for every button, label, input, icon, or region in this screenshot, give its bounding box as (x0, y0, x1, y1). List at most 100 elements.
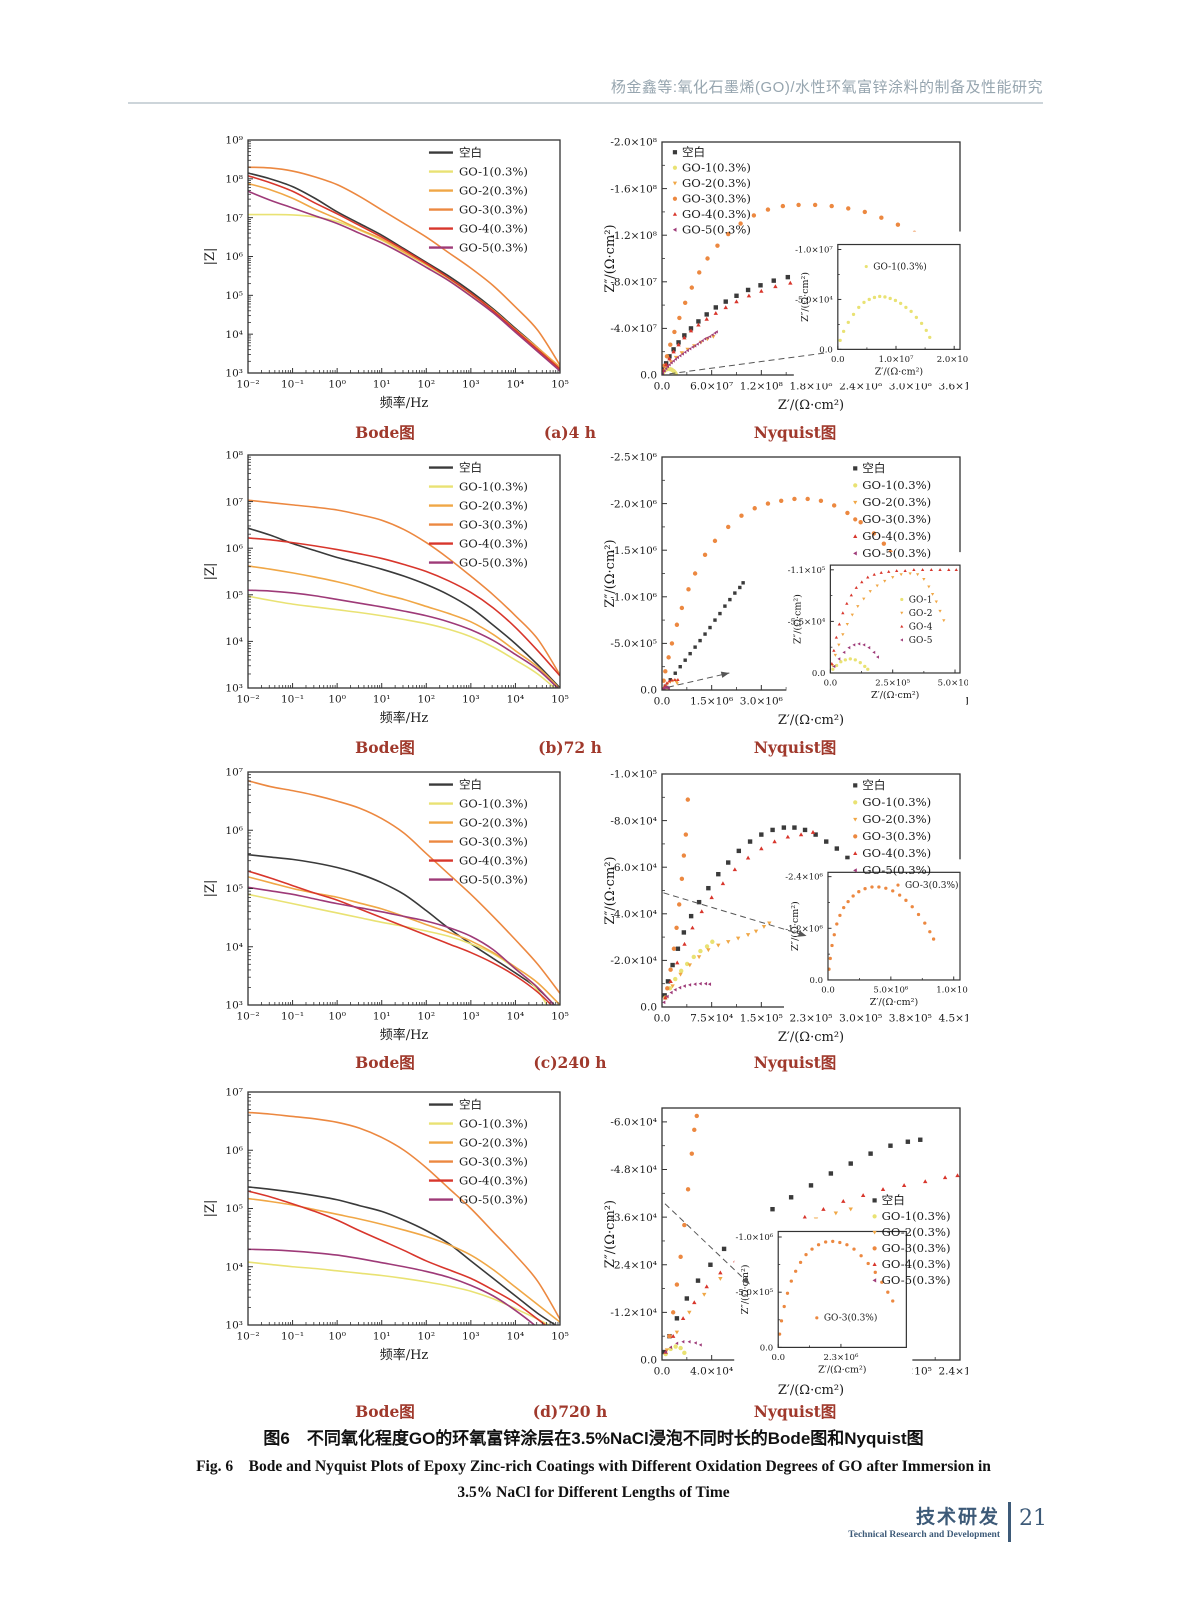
svg-text:2.4×10⁵: 2.4×10⁵ (938, 1366, 968, 1378)
svg-text:10³: 10³ (462, 1011, 480, 1023)
svg-text:0.0: 0.0 (771, 1353, 785, 1363)
svg-text:10⁴: 10⁴ (225, 941, 243, 953)
svg-text:GO-1(0.3%): GO-1(0.3%) (459, 164, 528, 178)
svg-text:Z′/(Ω·cm²): Z′/(Ω·cm²) (778, 1383, 844, 1397)
svg-text:2.0×10⁷: 2.0×10⁷ (937, 355, 968, 365)
svg-text:空白: 空白 (882, 1193, 905, 1207)
svg-text:空白: 空白 (862, 778, 885, 792)
bode-title-d: Bode图 (355, 1402, 415, 1421)
chart-canvas: 10⁻² 10⁻¹ 10⁰ 10¹ 10² 10³ 10⁴ 10⁵ 10³ 10⁴ 10⁵ 10⁶ 10… (203, 450, 569, 726)
svg-text:0.0: 0.0 (812, 669, 826, 679)
svg-text:10⁷: 10⁷ (225, 212, 243, 224)
svg-text:10⁴: 10⁴ (225, 329, 243, 341)
svg-text:3.0×10⁸: 3.0×10⁸ (889, 381, 932, 393)
svg-text:10⁻¹: 10⁻¹ (281, 379, 304, 391)
svg-text:Z′/(Ω·cm²): Z′/(Ω·cm²) (778, 1030, 844, 1045)
page-number: 21 (1019, 1506, 1047, 1531)
svg-text:空白: 空白 (862, 461, 885, 475)
nyquist-title-d: Nyquist图 (753, 1402, 837, 1421)
svg-text:GO-5(0.3%): GO-5(0.3%) (459, 240, 528, 254)
svg-text:GO-4: GO-4 (909, 622, 933, 632)
svg-text:10⁴: 10⁴ (507, 1011, 525, 1023)
svg-text:-1.0×10⁵: -1.0×10⁵ (610, 769, 657, 781)
svg-text:-1.2×10⁴: -1.2×10⁴ (610, 1307, 657, 1319)
svg-text:10⁶: 10⁶ (225, 543, 243, 555)
svg-text:GO-1(0.3%): GO-1(0.3%) (459, 479, 528, 493)
svg-text:Z″/(Ω·cm²): Z″/(Ω·cm²) (740, 1265, 751, 1315)
bode-title-b: Bode图 (355, 738, 415, 757)
svg-text:-1.0×10⁶: -1.0×10⁶ (610, 591, 657, 603)
panel-label-b: (b)72 h (538, 738, 602, 757)
svg-text:1.8×10⁸: 1.8×10⁸ (789, 381, 832, 393)
svg-text:10²: 10² (417, 1011, 435, 1023)
svg-text:10⁵: 10⁵ (551, 694, 569, 706)
svg-text:GO-5(0.3%): GO-5(0.3%) (882, 1273, 951, 1287)
svg-text:0.0: 0.0 (654, 381, 671, 393)
bode-title-a: Bode图 (355, 423, 415, 442)
svg-text:0.0: 0.0 (654, 1366, 671, 1378)
svg-text:10⁷: 10⁷ (225, 496, 243, 508)
svg-text:Z′/(Ω·cm²): Z′/(Ω·cm²) (778, 398, 844, 413)
footer-section-title: 技术研发 Technical Research and Development (848, 1502, 1000, 1540)
svg-text:10⁻²: 10⁻² (236, 379, 259, 391)
svg-text:GO-1(0.3%): GO-1(0.3%) (459, 796, 528, 810)
svg-text:空白: 空白 (459, 145, 482, 159)
svg-text:GO-2(0.3%): GO-2(0.3%) (459, 1135, 528, 1149)
svg-text:-6.0×10⁴: -6.0×10⁴ (610, 862, 657, 874)
svg-text:GO-2: GO-2 (909, 609, 933, 619)
svg-text:7.5×10⁴: 7.5×10⁴ (690, 1013, 733, 1025)
svg-text:GO-2(0.3%): GO-2(0.3%) (459, 815, 528, 829)
svg-text:GO-1(0.3%): GO-1(0.3%) (459, 1116, 528, 1130)
nyquist-title-c: Nyquist图 (753, 1053, 837, 1072)
nyquist-title-a: Nyquist图 (753, 423, 837, 442)
bode-chart-240h: 10⁻² 10⁻¹ 10⁰ 10¹ 10² 10³ 10⁴ 10⁵ 10³ 10⁴ 10⁵ 10⁶ 10… (200, 762, 570, 1057)
svg-text:Z′/(Ω·cm²): Z′/(Ω·cm²) (778, 713, 844, 728)
svg-text:-2.0×10⁶: -2.0×10⁶ (610, 498, 657, 510)
svg-text:0.0: 0.0 (819, 345, 833, 355)
footer-divider (1008, 1502, 1011, 1542)
svg-text:Z′/(Ω·cm²): Z′/(Ω·cm²) (870, 997, 918, 1008)
svg-text:1.5×10⁶: 1.5×10⁶ (690, 696, 733, 708)
svg-text:-5.5×10⁴: -5.5×10⁴ (788, 617, 826, 627)
svg-text:10⁷: 10⁷ (225, 1087, 243, 1099)
svg-text:频率/Hz: 频率/Hz (380, 1027, 429, 1043)
svg-text:Z″/(Ω·cm²): Z″/(Ω·cm²) (603, 1200, 618, 1268)
svg-text:GO-3(0.3%): GO-3(0.3%) (459, 834, 528, 848)
figure-caption-en-line1: Fig. 6 Bode and Nyquist Plots of Epoxy Z… (196, 1458, 991, 1475)
chart-canvas: 0.04.0×10⁴8.0×10⁴1.2×10⁵1.6×10⁵2.0×10⁵2.… (603, 1107, 982, 1398)
svg-text:GO-1(0.3%): GO-1(0.3%) (882, 1209, 951, 1223)
svg-text:GO-5(0.3%): GO-5(0.3%) (459, 872, 528, 886)
svg-text:GO-5(0.3%): GO-5(0.3%) (459, 555, 528, 569)
svg-text:2.5×10⁵: 2.5×10⁵ (875, 678, 910, 688)
svg-text:-1.6×10⁸: -1.6×10⁸ (610, 183, 657, 195)
svg-text:10⁵: 10⁵ (225, 589, 243, 601)
panel-label-d: (d)720 h (532, 1402, 608, 1421)
svg-text:GO-3(0.3%): GO-3(0.3%) (862, 829, 931, 843)
svg-text:-1.0×10⁷: -1.0×10⁷ (795, 245, 833, 255)
svg-text:10⁰: 10⁰ (328, 1011, 346, 1023)
svg-text:GO-3(0.3%): GO-3(0.3%) (459, 202, 528, 216)
svg-text:GO-4(0.3%): GO-4(0.3%) (459, 536, 528, 550)
nyquist-chart-240h: 0.0 7.5×10⁴ 1.5×10⁵ 2.3×10⁵ 3.0×10⁵ 3.8×10⁵ 4.… (600, 762, 982, 1057)
svg-text:5.0×10⁶: 5.0×10⁶ (873, 985, 908, 995)
nyquist-chart-72h: 0.01.5×10⁶3.0×10⁶4.5×10⁶6.0×10⁶7.5×10⁶9.… (600, 445, 982, 740)
svg-text:10⁻²: 10⁻² (236, 1331, 259, 1343)
svg-text:3.0×10⁵: 3.0×10⁵ (839, 1013, 882, 1025)
svg-text:10³: 10³ (462, 1331, 480, 1343)
svg-text:2.3×10⁵: 2.3×10⁵ (789, 1013, 832, 1025)
svg-text:10⁸: 10⁸ (225, 450, 243, 462)
svg-text:Z′/(Ω·cm²): Z′/(Ω·cm²) (818, 1364, 866, 1375)
svg-text:-2.4×10⁴: -2.4×10⁴ (610, 1259, 657, 1271)
svg-text:Z′/(Ω·cm²): Z′/(Ω·cm²) (875, 366, 923, 377)
svg-text:10⁴: 10⁴ (225, 1261, 243, 1273)
svg-text:GO-1: GO-1 (909, 595, 933, 605)
svg-text:10²: 10² (417, 694, 435, 706)
svg-text:10⁵: 10⁵ (551, 1331, 569, 1343)
svg-text:0.0: 0.0 (821, 985, 835, 995)
svg-text:4.5×10⁵: 4.5×10⁵ (938, 1013, 968, 1025)
svg-text:GO-2(0.3%): GO-2(0.3%) (862, 495, 931, 509)
svg-text:频率/Hz: 频率/Hz (380, 1347, 429, 1363)
svg-text:1.2×10⁸: 1.2×10⁸ (740, 381, 783, 393)
svg-text:-5.0×10⁵: -5.0×10⁵ (610, 638, 657, 650)
svg-text:|Z|: |Z| (203, 1200, 218, 1218)
